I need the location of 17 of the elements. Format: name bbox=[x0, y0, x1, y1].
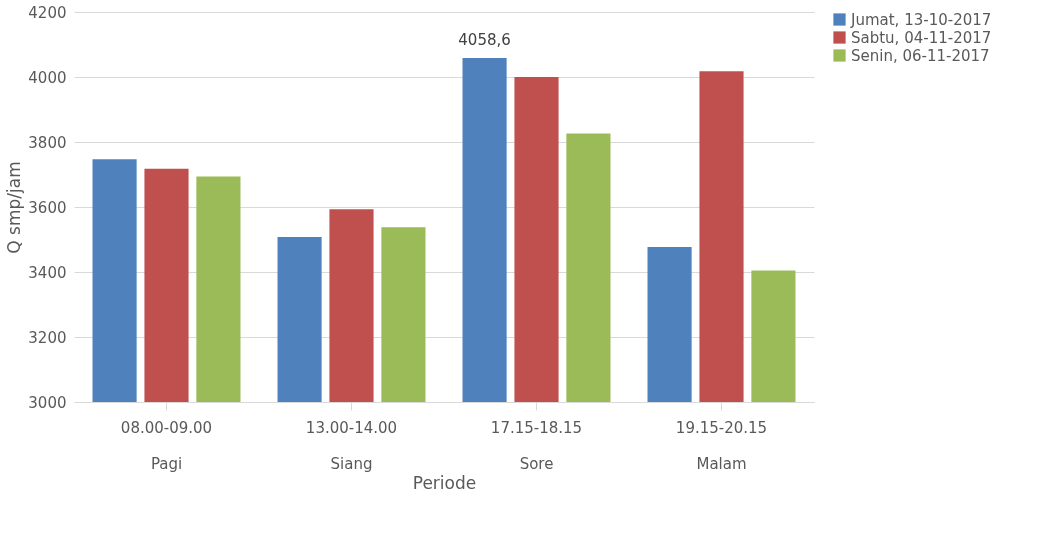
legend-label: Senin, 06-11-2017 bbox=[851, 46, 990, 65]
y-axis-title: Q smp/jam bbox=[4, 161, 25, 254]
legend-label: Jumat, 13-10-2017 bbox=[850, 10, 992, 29]
category-label: 19.15-20.15 Malam bbox=[675, 418, 768, 473]
y-tick-label: 3200 bbox=[28, 328, 67, 347]
data-label: 4058,6 bbox=[458, 30, 511, 49]
legend-label: Sabtu, 04-11-2017 bbox=[851, 28, 992, 47]
y-tick-label: 3000 bbox=[28, 393, 67, 412]
y-tick-label: 3600 bbox=[28, 198, 67, 217]
y-tick-label: 4200 bbox=[28, 3, 67, 22]
y-tick-label: 3800 bbox=[28, 133, 67, 152]
y-tick-label: 3400 bbox=[28, 263, 67, 282]
y-tick-label: 4000 bbox=[28, 68, 67, 87]
category-label: 13.00-14.00 Siang bbox=[305, 418, 398, 473]
category-label: 17.15-18.15 Sore bbox=[490, 418, 583, 473]
category-label: 08.00-09.00 Pagi bbox=[120, 418, 213, 473]
x-axis-title: Periode bbox=[412, 472, 477, 493]
